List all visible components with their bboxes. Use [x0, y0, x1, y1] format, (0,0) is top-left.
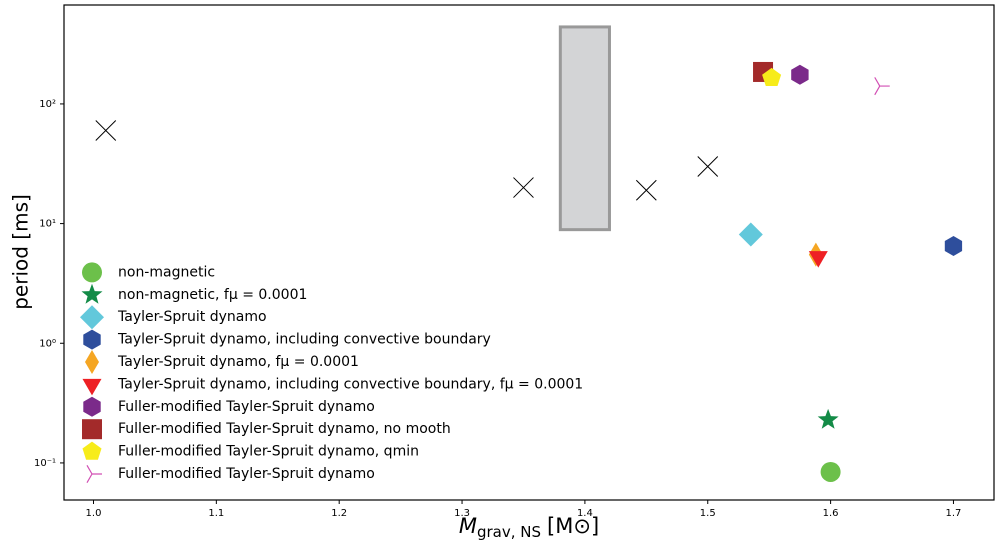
legend-label: non-magnetic: [118, 264, 215, 280]
x-axis-label: Mgrav, NS [M⊙]: [459, 514, 599, 541]
x-label-subscript: grav, NS: [477, 523, 541, 541]
legend-label: Fuller-modified Tayler-Spruit dynamo: [118, 399, 375, 415]
legend-marker: [83, 329, 101, 350]
x-tick-label: 1.1: [208, 508, 224, 519]
legend-marker: [81, 283, 103, 304]
legend-label: non-magnetic, fμ = 0.0001: [118, 287, 307, 303]
legend: non-magnetic non-magnetic, fμ = 0.0001 Tay…: [80, 262, 583, 483]
y-tick-label: 10¹: [39, 219, 56, 230]
legend-marker: [82, 262, 102, 283]
legend-marker: [85, 350, 99, 374]
marker: [791, 64, 809, 85]
x-tick-label: 1.5: [700, 508, 716, 519]
legend-marker: [83, 396, 101, 417]
x-tick-label: 1.0: [86, 508, 102, 519]
x-tick-label: 1.6: [823, 508, 839, 519]
x-tick-label: 1.3: [454, 508, 470, 519]
y-axis-label: period [ms]: [9, 194, 33, 310]
x-label-unit: [M⊙]: [547, 514, 599, 538]
marker: [808, 251, 828, 268]
marker: [95, 120, 117, 141]
y-tick-label: 10⁻¹: [34, 458, 56, 469]
legend-marker: [82, 378, 102, 396]
legend-label: Tayler-Spruit dynamo, including convecti…: [117, 332, 491, 348]
x-tick-label: 1.2: [331, 508, 347, 519]
x-label-symbol: M: [459, 514, 477, 538]
legend-marker: [82, 419, 102, 440]
marker: [738, 222, 763, 247]
x-tick-label: 1.4: [577, 508, 593, 519]
y-tick-label: 10⁰: [39, 338, 56, 349]
legend-label: Tayler-Spruit dynamo, fμ = 0.0001: [117, 354, 359, 370]
marker: [817, 408, 839, 429]
y-tick-label: 10²: [39, 99, 56, 110]
legend-label: Fuller-modified Tayler-Spruit dynamo, qm…: [118, 444, 419, 460]
plot-frame: [63, 4, 995, 501]
marker: [874, 77, 890, 96]
region-box: [558, 25, 611, 232]
legend-label: Fuller-modified Tayler-Spruit dynamo, no…: [118, 421, 451, 437]
marker: [513, 177, 534, 198]
legend-marker: [86, 465, 102, 483]
legend-marker: [80, 305, 104, 330]
legend-label: Tayler-Spruit dynamo: [117, 309, 267, 325]
marker: [944, 236, 963, 256]
x-tick-label: 1.7: [946, 508, 962, 519]
marker: [820, 461, 841, 482]
legend-label: Tayler-Spruit dynamo, including convecti…: [117, 376, 583, 392]
legend-marker: [82, 441, 102, 460]
marker: [762, 67, 782, 86]
marker: [697, 156, 719, 177]
legend-label: Fuller-modified Tayler-Spruit dynamo: [118, 466, 375, 482]
marker: [635, 179, 657, 201]
